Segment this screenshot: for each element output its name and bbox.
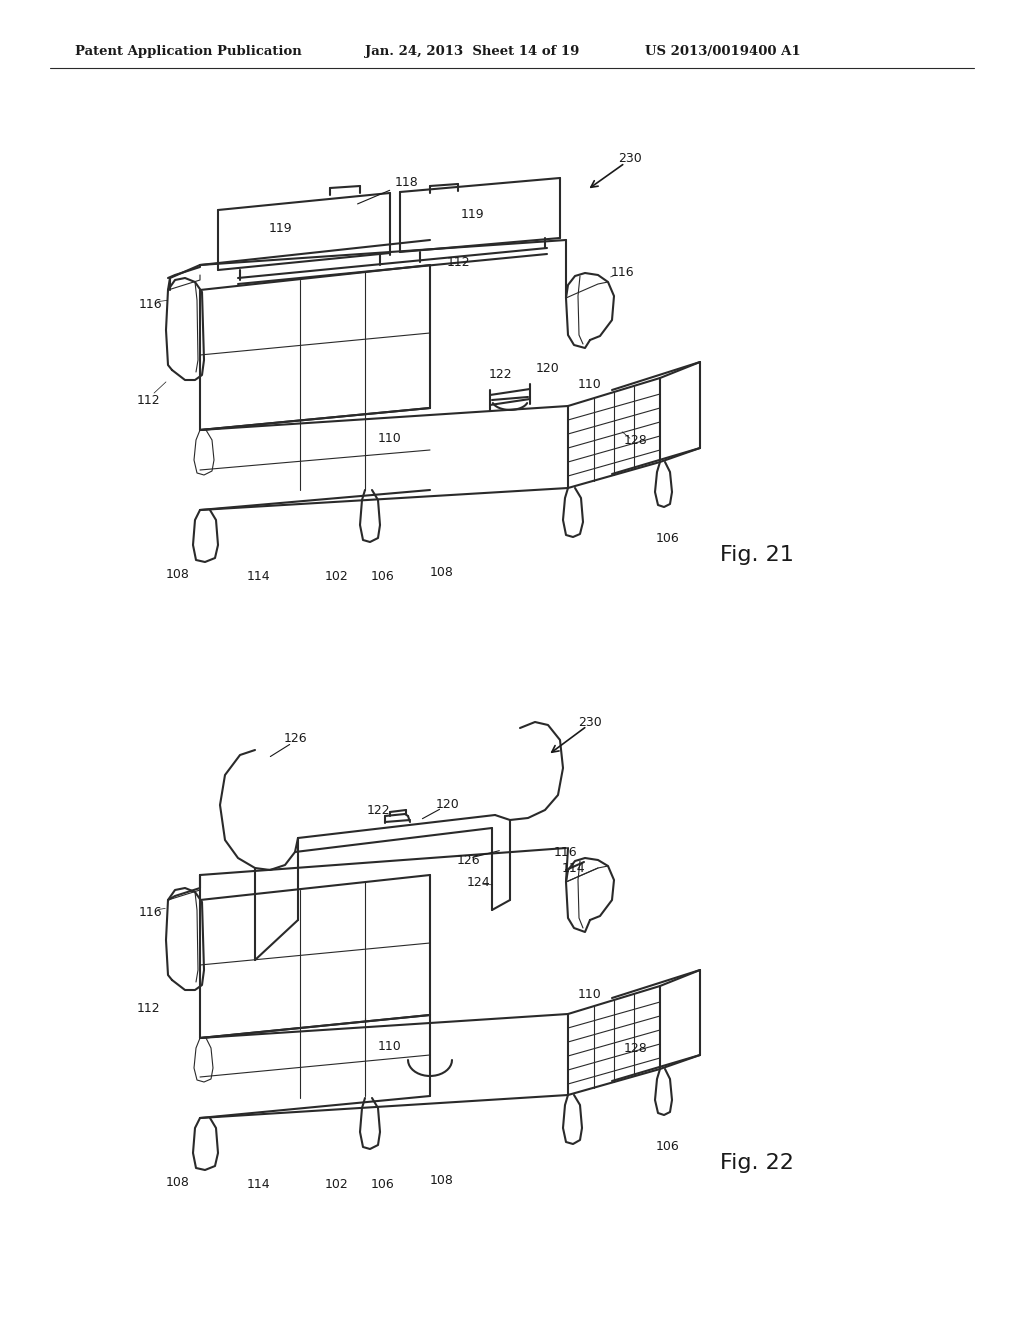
Text: Fig. 21: Fig. 21 [720, 545, 794, 565]
Text: 110: 110 [378, 1040, 401, 1052]
Text: 108: 108 [430, 565, 454, 578]
Text: 126: 126 [456, 854, 480, 866]
Text: 114: 114 [246, 570, 269, 583]
Text: 118: 118 [357, 177, 419, 203]
Text: 112: 112 [136, 393, 160, 407]
Text: 112: 112 [136, 1002, 160, 1015]
Text: 106: 106 [371, 1179, 395, 1192]
Text: 128: 128 [624, 433, 648, 446]
Text: 116: 116 [553, 846, 577, 858]
Text: 102: 102 [326, 1179, 349, 1192]
Text: Patent Application Publication: Patent Application Publication [75, 45, 302, 58]
Text: 128: 128 [624, 1041, 648, 1055]
Text: 108: 108 [430, 1173, 454, 1187]
Text: 110: 110 [579, 379, 602, 392]
Text: 230: 230 [618, 152, 642, 165]
Text: 116: 116 [138, 907, 162, 920]
Text: US 2013/0019400 A1: US 2013/0019400 A1 [645, 45, 801, 58]
Text: 119: 119 [268, 222, 292, 235]
Text: 124: 124 [466, 875, 489, 888]
Text: 122: 122 [488, 368, 512, 381]
Text: 108: 108 [166, 1176, 189, 1189]
Text: 114: 114 [246, 1179, 269, 1192]
Text: 116: 116 [610, 265, 634, 279]
Text: 122: 122 [367, 804, 390, 817]
Text: 108: 108 [166, 569, 189, 582]
Text: 112: 112 [446, 256, 470, 269]
Text: 119: 119 [460, 209, 483, 222]
Text: 110: 110 [378, 432, 401, 445]
Text: 106: 106 [656, 1139, 680, 1152]
Text: 110: 110 [579, 987, 602, 1001]
Text: 120: 120 [436, 799, 460, 812]
Text: 116: 116 [138, 298, 162, 312]
Text: Jan. 24, 2013  Sheet 14 of 19: Jan. 24, 2013 Sheet 14 of 19 [365, 45, 580, 58]
Text: Fig. 22: Fig. 22 [720, 1152, 794, 1173]
Text: 102: 102 [326, 570, 349, 583]
Text: 120: 120 [537, 362, 560, 375]
Text: 126: 126 [284, 731, 307, 744]
Text: 230: 230 [579, 715, 602, 729]
Text: 114: 114 [561, 862, 585, 874]
Text: 106: 106 [656, 532, 680, 544]
Text: 106: 106 [371, 570, 395, 583]
